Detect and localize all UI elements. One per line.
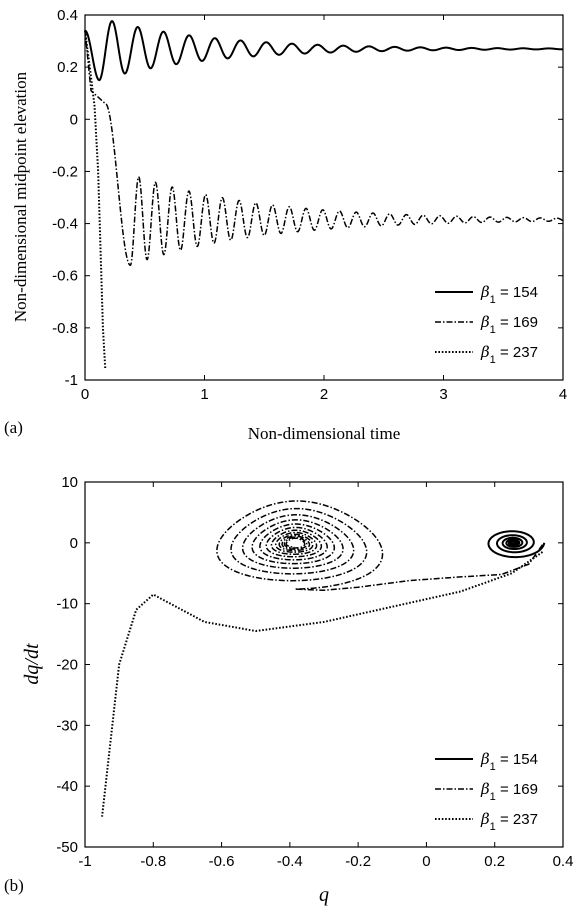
b-xtick-label: -1 (78, 853, 91, 870)
series-237-line (84, 30, 107, 370)
panel-a-series (84, 20, 564, 370)
panel-a-ticks: 0 1 2 3 4 0.4 0.2 0 -0.2 -0.4 -0.6 -0.8 -1 (52, 7, 567, 403)
panel-b-ylabel: dq/dt (21, 643, 43, 685)
b-ytick-label: -30 (56, 717, 78, 734)
panel-b-label: (b) (4, 876, 24, 895)
series-154-phase (487, 530, 546, 559)
a-xtick-label: 1 (200, 386, 208, 403)
panel-b-series (101, 500, 546, 817)
a-ytick-label: -1 (65, 372, 78, 389)
b-ytick-label: -50 (56, 839, 78, 856)
a-xtick-label: 4 (559, 386, 567, 403)
panel-a-ylabel: Non-dimensional midpoint elevation (11, 71, 30, 322)
panel-b: -1 -0.8 -0.6 -0.4 -0.2 0 0.2 0.4 10 0 -10 -20 -30 -40… (4, 474, 573, 906)
b-ytick-label: -10 (56, 596, 78, 613)
panel-b-xlabel: q (319, 884, 329, 906)
panel-a: 0 1 2 3 4 0.4 0.2 0 -0.2 -0.4 -0.6 -0.8 -1 Non-dimen… (4, 7, 567, 443)
series-169-phase (216, 500, 544, 592)
a-ytick-label: 0 (70, 111, 78, 128)
a-xtick-label: 3 (439, 386, 447, 403)
a-ytick-label: -0.6 (52, 268, 78, 285)
b-ytick-label: -40 (56, 778, 78, 795)
a-ytick-label: 0.2 (57, 59, 78, 76)
b-ytick-label: 10 (61, 474, 78, 491)
b-ytick-label: -20 (56, 657, 78, 674)
b-xtick-label: -0.4 (277, 853, 303, 870)
series-154-line (84, 20, 564, 82)
series-169-line (84, 30, 564, 266)
series-237-phase (101, 551, 544, 817)
a-ytick-label: -0.4 (52, 216, 78, 233)
b-xtick-label: -0.8 (140, 853, 166, 870)
a-xtick-label: 0 (81, 386, 89, 403)
b-xtick-label: 0 (422, 853, 430, 870)
b-legend-entry: β1 = 237 (480, 810, 538, 833)
a-ytick-label: -0.8 (52, 320, 78, 337)
a-legend-entry: β1 = 237 (480, 343, 538, 366)
panel-a-legend: β1 = 154 β1 = 169 β1 = 237 (435, 283, 538, 366)
b-xtick-label: 0.4 (553, 853, 574, 870)
b-legend-entry: β1 = 169 (480, 780, 538, 803)
b-ytick-label: 0 (70, 535, 78, 552)
panel-b-legend: β1 = 154 β1 = 169 β1 = 237 (435, 750, 538, 833)
a-legend-entry: β1 = 169 (480, 313, 538, 336)
a-ytick-label: -0.2 (52, 163, 78, 180)
panel-b-ticks: -1 -0.8 -0.6 -0.4 -0.2 0 0.2 0.4 10 0 -10 -20 -30 -40… (56, 474, 573, 870)
b-xtick-label: 0.2 (484, 853, 505, 870)
a-xtick-label: 2 (320, 386, 328, 403)
a-ytick-label: 0.4 (57, 7, 78, 24)
b-xtick-label: -0.6 (209, 853, 235, 870)
a-legend-entry: β1 = 154 (480, 283, 538, 306)
b-xtick-label: -0.2 (345, 853, 371, 870)
panel-a-label: (a) (4, 418, 23, 437)
panel-a-xlabel: Non-dimensional time (248, 424, 401, 443)
b-legend-entry: β1 = 154 (480, 750, 538, 773)
